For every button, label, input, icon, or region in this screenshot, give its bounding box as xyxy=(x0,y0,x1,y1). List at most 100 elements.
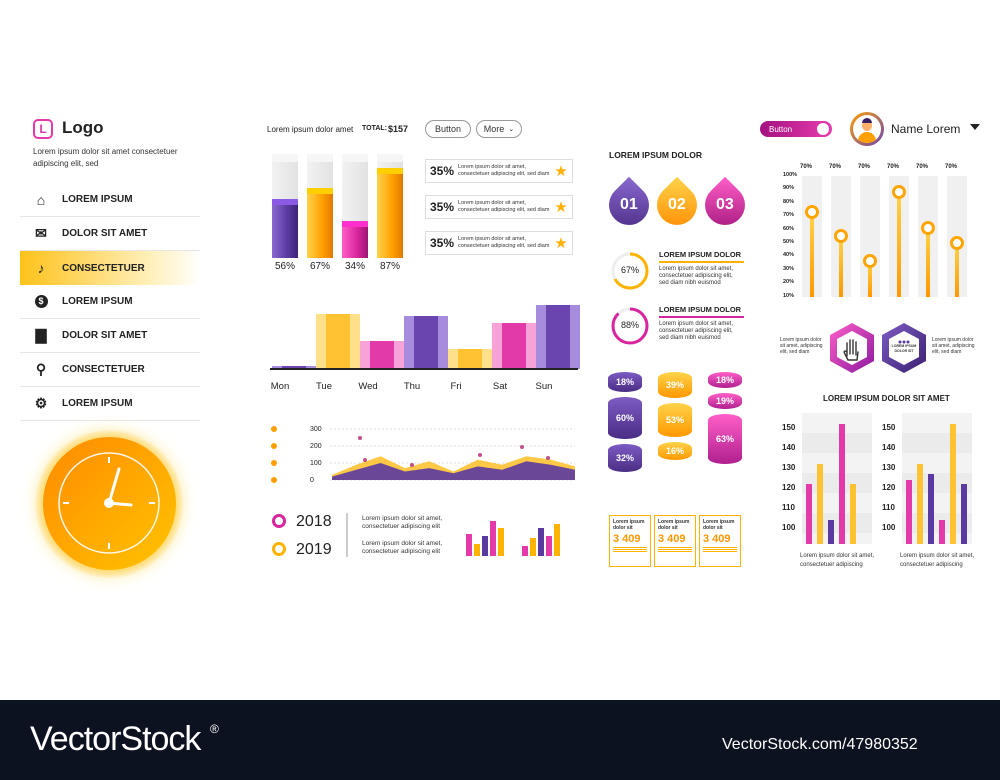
stat-box: Lorem ipsum dolor sit 3 409 xyxy=(609,515,651,567)
stat-text: Lorem ipsum dolor sit amet, consectetuer… xyxy=(458,164,550,177)
mail-icon: ✉ xyxy=(35,225,47,241)
total-value: $157 xyxy=(388,124,409,134)
hex-left-text: Lorem ipsum dolor sit amet, adipiscing e… xyxy=(780,337,823,355)
right-bar-y-label: 120 xyxy=(782,483,796,492)
sidebar-item-7[interactable]: ⚙ LOREM IPSUM xyxy=(20,387,200,421)
lollipop-head xyxy=(834,229,848,243)
lollipop-top-label: 70% xyxy=(800,164,813,170)
lollipop-head xyxy=(805,205,819,219)
toggle-button[interactable]: Button xyxy=(760,121,832,137)
cylinder-segment: 18% xyxy=(608,372,642,392)
area-y-label: 300 xyxy=(310,426,322,433)
area-point xyxy=(363,458,367,462)
sidebar-item-6[interactable]: ⚲ CONSECTETUER xyxy=(20,353,200,387)
right-bar xyxy=(917,464,923,544)
mini-bar xyxy=(546,536,552,556)
stat-box-value: 3 409 xyxy=(613,533,641,545)
lollipop-stem xyxy=(810,212,814,297)
bell-icon: ♪ xyxy=(37,260,45,276)
progress-rule xyxy=(659,261,744,263)
bar-track-cap xyxy=(342,154,368,162)
lollipop-track xyxy=(860,176,880,297)
right-bar xyxy=(906,480,912,544)
star-icon[interactable]: ★ xyxy=(554,235,568,252)
sidebar-item-4[interactable]: $ LOREM IPSUM xyxy=(20,285,200,319)
stat-box-title: Lorem ipsum dolor sit xyxy=(658,519,690,531)
sidebar-item-1[interactable]: ⌂ LOREM IPSUM xyxy=(20,183,200,217)
area-bullet xyxy=(271,443,277,449)
lollipop-top-label: 70% xyxy=(858,164,871,170)
stat-row[interactable]: 35% Lorem ipsum dolor sit amet, consectet… xyxy=(425,195,573,219)
middle-title: LOREM IPSUM DOLOR xyxy=(609,150,703,160)
mini-bar xyxy=(466,534,472,556)
stat-row[interactable]: 35% Lorem ipsum dolor sit amet, consectet… xyxy=(425,159,573,183)
stat-text: Lorem ipsum dolor sit amet, consectetuer… xyxy=(458,236,550,249)
sidebar-item-2[interactable]: ✉ DOLOR SIT AMET xyxy=(20,217,200,251)
week-label: Thu xyxy=(403,381,421,392)
right-bar-y-label: 110 xyxy=(882,503,895,512)
right-bar-y-label: 100 xyxy=(882,523,896,532)
star-icon[interactable]: ★ xyxy=(554,163,568,180)
bar-fill xyxy=(342,224,368,258)
area-y-label: 0 xyxy=(310,477,314,484)
week-label: Sat xyxy=(492,381,508,392)
sidebar-item-3[interactable]: ♪ CONSECTETUER xyxy=(20,251,200,285)
right-bar-track xyxy=(902,413,972,544)
right-bar xyxy=(961,484,967,544)
star-icon[interactable]: ★ xyxy=(554,199,568,216)
right-bar-y-label: 120 xyxy=(882,483,896,492)
header-text: Lorem ipsum dolor amet xyxy=(267,125,354,134)
right-bar-title: LOREM IPSUM DOLOR SIT AMET xyxy=(823,394,950,403)
lollipop-top-label: 70% xyxy=(945,164,958,170)
chart-icon: ▇ xyxy=(35,327,47,343)
caret-down-icon[interactable] xyxy=(970,124,980,130)
bar-fill-cap xyxy=(377,168,403,174)
mini-bar xyxy=(490,521,496,556)
area-y-label: 100 xyxy=(310,460,322,467)
stat-box-value: 3 409 xyxy=(658,533,686,545)
right-bar-y-label: 150 xyxy=(782,423,796,432)
progress-title: LOREM IPSUM DOLOR xyxy=(659,305,742,314)
header-button[interactable]: Button xyxy=(425,120,471,138)
area-point xyxy=(546,456,550,460)
cylinder-segment: 39% xyxy=(658,372,692,398)
area-bullet xyxy=(271,460,277,466)
right-bar-y-label: 150 xyxy=(882,423,896,432)
sidebar-item-5[interactable]: ▇ DOLOR SIT AMET xyxy=(20,319,200,353)
mini-bar-chart xyxy=(466,521,560,556)
lollipop-head xyxy=(950,236,964,250)
more-label: More xyxy=(483,124,505,134)
lollipop-head xyxy=(892,185,906,199)
user-name[interactable]: Name Lorem xyxy=(891,122,961,136)
mini-bar xyxy=(482,536,488,556)
chat-icon[interactable] xyxy=(880,322,928,374)
sidebar-item-label: LOREM IPSUM xyxy=(62,194,133,205)
cylinder-segment: 16% xyxy=(658,442,692,460)
step-drop-3: 03 xyxy=(696,176,754,234)
gear-icon: ⚙ xyxy=(34,395,48,411)
week-label: Sun xyxy=(535,381,553,392)
week-label: Mon xyxy=(270,381,290,392)
week-bar xyxy=(546,305,570,369)
stat-box-title: Lorem ipsum dolor sit xyxy=(613,519,645,531)
stat-row[interactable]: 35% Lorem ipsum dolor sit amet, consectet… xyxy=(425,231,573,255)
step-number: 03 xyxy=(716,196,734,214)
lollipop-stem xyxy=(868,261,872,297)
lollipop-top-label: 70% xyxy=(887,164,900,170)
more-dropdown[interactable]: More ⌄ xyxy=(476,120,522,138)
step-drop-1: 01 xyxy=(600,176,658,234)
lollipop-y-label: 100% xyxy=(783,172,798,178)
area-point xyxy=(410,463,414,467)
progress-ring: 67% xyxy=(609,250,651,292)
logo-badge: L xyxy=(33,119,53,139)
toggle-knob xyxy=(817,123,829,135)
week-bar xyxy=(370,341,394,369)
lollipop-top-label: 70% xyxy=(829,164,842,170)
lollipop-y-label: 40% xyxy=(783,252,795,259)
progress-percent: 67% xyxy=(620,265,639,275)
lollipop-y-label: 20% xyxy=(783,279,795,286)
avatar[interactable] xyxy=(850,112,884,146)
step-number: 01 xyxy=(620,196,638,214)
hand-icon[interactable] xyxy=(828,322,876,374)
lollipop-stem xyxy=(955,243,959,297)
